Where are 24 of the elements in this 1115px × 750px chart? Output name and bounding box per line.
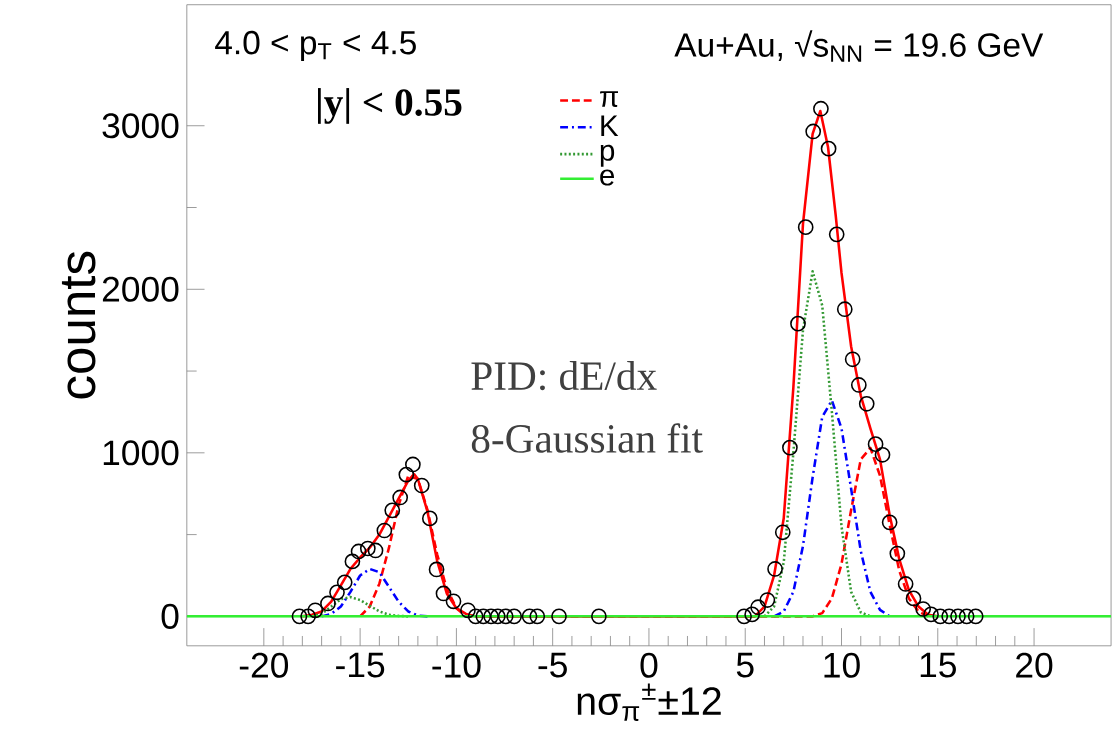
annotation: 8-Gaussian fit [471,423,703,453]
y-tick-label: 3000 [102,113,179,139]
annotation: 4.0 < p$_{T}$ < 4.5 [215,30,416,62]
x-tick-label: -20 [239,652,289,678]
legend-label: e [600,169,615,186]
x-tick-label: 15 [920,652,956,678]
x-tick-label: -15 [336,652,385,678]
y-tick-label: 2000 [102,276,179,302]
annotation: |y| < 0.55 [318,88,462,124]
y-tick-label: 0 [161,603,179,629]
y-tick-label: 1000 [103,440,179,466]
x-tick-label: 5 [736,652,754,678]
x-axis-title: nσ$_{π}$$^{±}$±12 [577,683,721,722]
y-axis-title: counts [61,251,96,399]
x-tick-label: -10 [432,652,481,678]
legend-label: p [600,144,615,167]
annotation: Au+Au, √s$_{NN}$ = 19.6 GeV [674,30,1044,62]
legend-label: K [601,115,619,136]
x-tick-label: 10 [824,652,860,678]
annotation: PID: dE/dx [471,361,657,391]
x-tick-label: -5 [538,652,567,678]
x-tick-label: 20 [1016,652,1053,678]
legend-label: π [600,91,618,107]
x-tick-label: 0 [640,652,658,678]
